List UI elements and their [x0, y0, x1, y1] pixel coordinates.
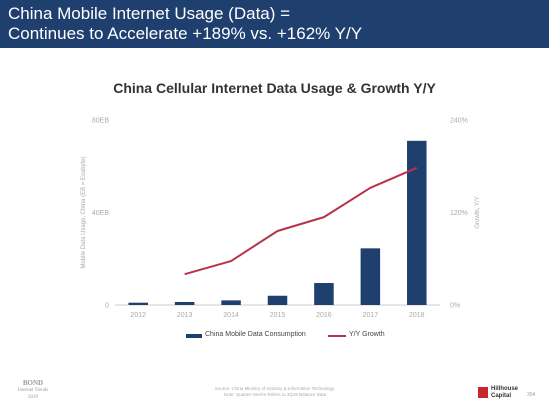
hillhouse-logo-mark — [478, 387, 488, 398]
y-tick-0: 0 — [105, 303, 109, 310]
x-tick-2014: 2014 — [223, 312, 239, 319]
slide-title-line-1: China Mobile Internet Usage (Data) = — [8, 4, 291, 23]
hillhouse-logo-line-1: Hillhouse — [491, 386, 519, 392]
growth-line — [184, 166, 418, 276]
y-axis-title: Mobile Data Usage, China (EB = Exabyte) — [81, 156, 87, 268]
bond-brand-subtitle: Internet Trends — [17, 388, 49, 393]
y2-tick-2: 240% — [450, 118, 468, 125]
legend-swatch-line — [328, 335, 346, 337]
bond-brand: BOND Internet Trends 2019 — [8, 380, 58, 401]
bar-2013 — [174, 301, 195, 305]
bar-2017 — [360, 248, 381, 305]
y2-axis-title: Growth, Y/Y — [475, 196, 481, 228]
y-tick-1: 40EB — [92, 210, 109, 217]
x-tick-2018: 2018 — [409, 312, 425, 319]
bond-brand-year: 2019 — [28, 395, 38, 400]
slide-header: China Mobile Internet Usage (Data) = Con… — [0, 0, 549, 48]
source-note: Source: China Ministry of Industry & Inf… — [160, 386, 390, 398]
x-tick-2012: 2012 — [130, 312, 146, 319]
x-tick-2016: 2016 — [316, 312, 332, 319]
hillhouse-logo-text: Hillhouse Capital — [491, 386, 518, 400]
y2-tick-1: 120% — [450, 210, 468, 217]
x-tick-2015: 2015 — [270, 312, 286, 319]
x-tick-2017: 2017 — [363, 312, 379, 319]
bond-brand-name: BOND — [22, 379, 44, 387]
legend-swatch-bar — [186, 334, 202, 338]
chart-legend: China Mobile Data Consumption Y/Y Growth — [0, 330, 549, 342]
bar-2015 — [267, 295, 288, 305]
source-line-1: Source: China Ministry of Industry & Inf… — [214, 386, 336, 391]
legend-label-growth: Y/Y Growth — [349, 331, 385, 338]
x-tick-2013: 2013 — [177, 312, 193, 319]
bar-2016 — [314, 283, 334, 305]
source-line-2: Note: Quarter Interim Refers to 3Q18 Bal… — [223, 392, 327, 397]
chart-title: China Cellular Internet Data Usage & Gro… — [113, 80, 436, 96]
y2-tick-0: 0% — [450, 303, 460, 310]
page-number: 304 — [527, 392, 536, 398]
y-tick-2: 80EB — [92, 118, 109, 125]
bar-2014 — [221, 300, 241, 305]
legend-label-consumption: China Mobile Data Consumption — [205, 331, 306, 338]
hillhouse-logo-line-2: Capital — [491, 393, 512, 399]
bar-2012 — [128, 302, 148, 305]
slide-title-line-2: Continues to Accelerate +189% vs. +162% … — [8, 24, 363, 43]
bar-2018 — [407, 140, 427, 305]
